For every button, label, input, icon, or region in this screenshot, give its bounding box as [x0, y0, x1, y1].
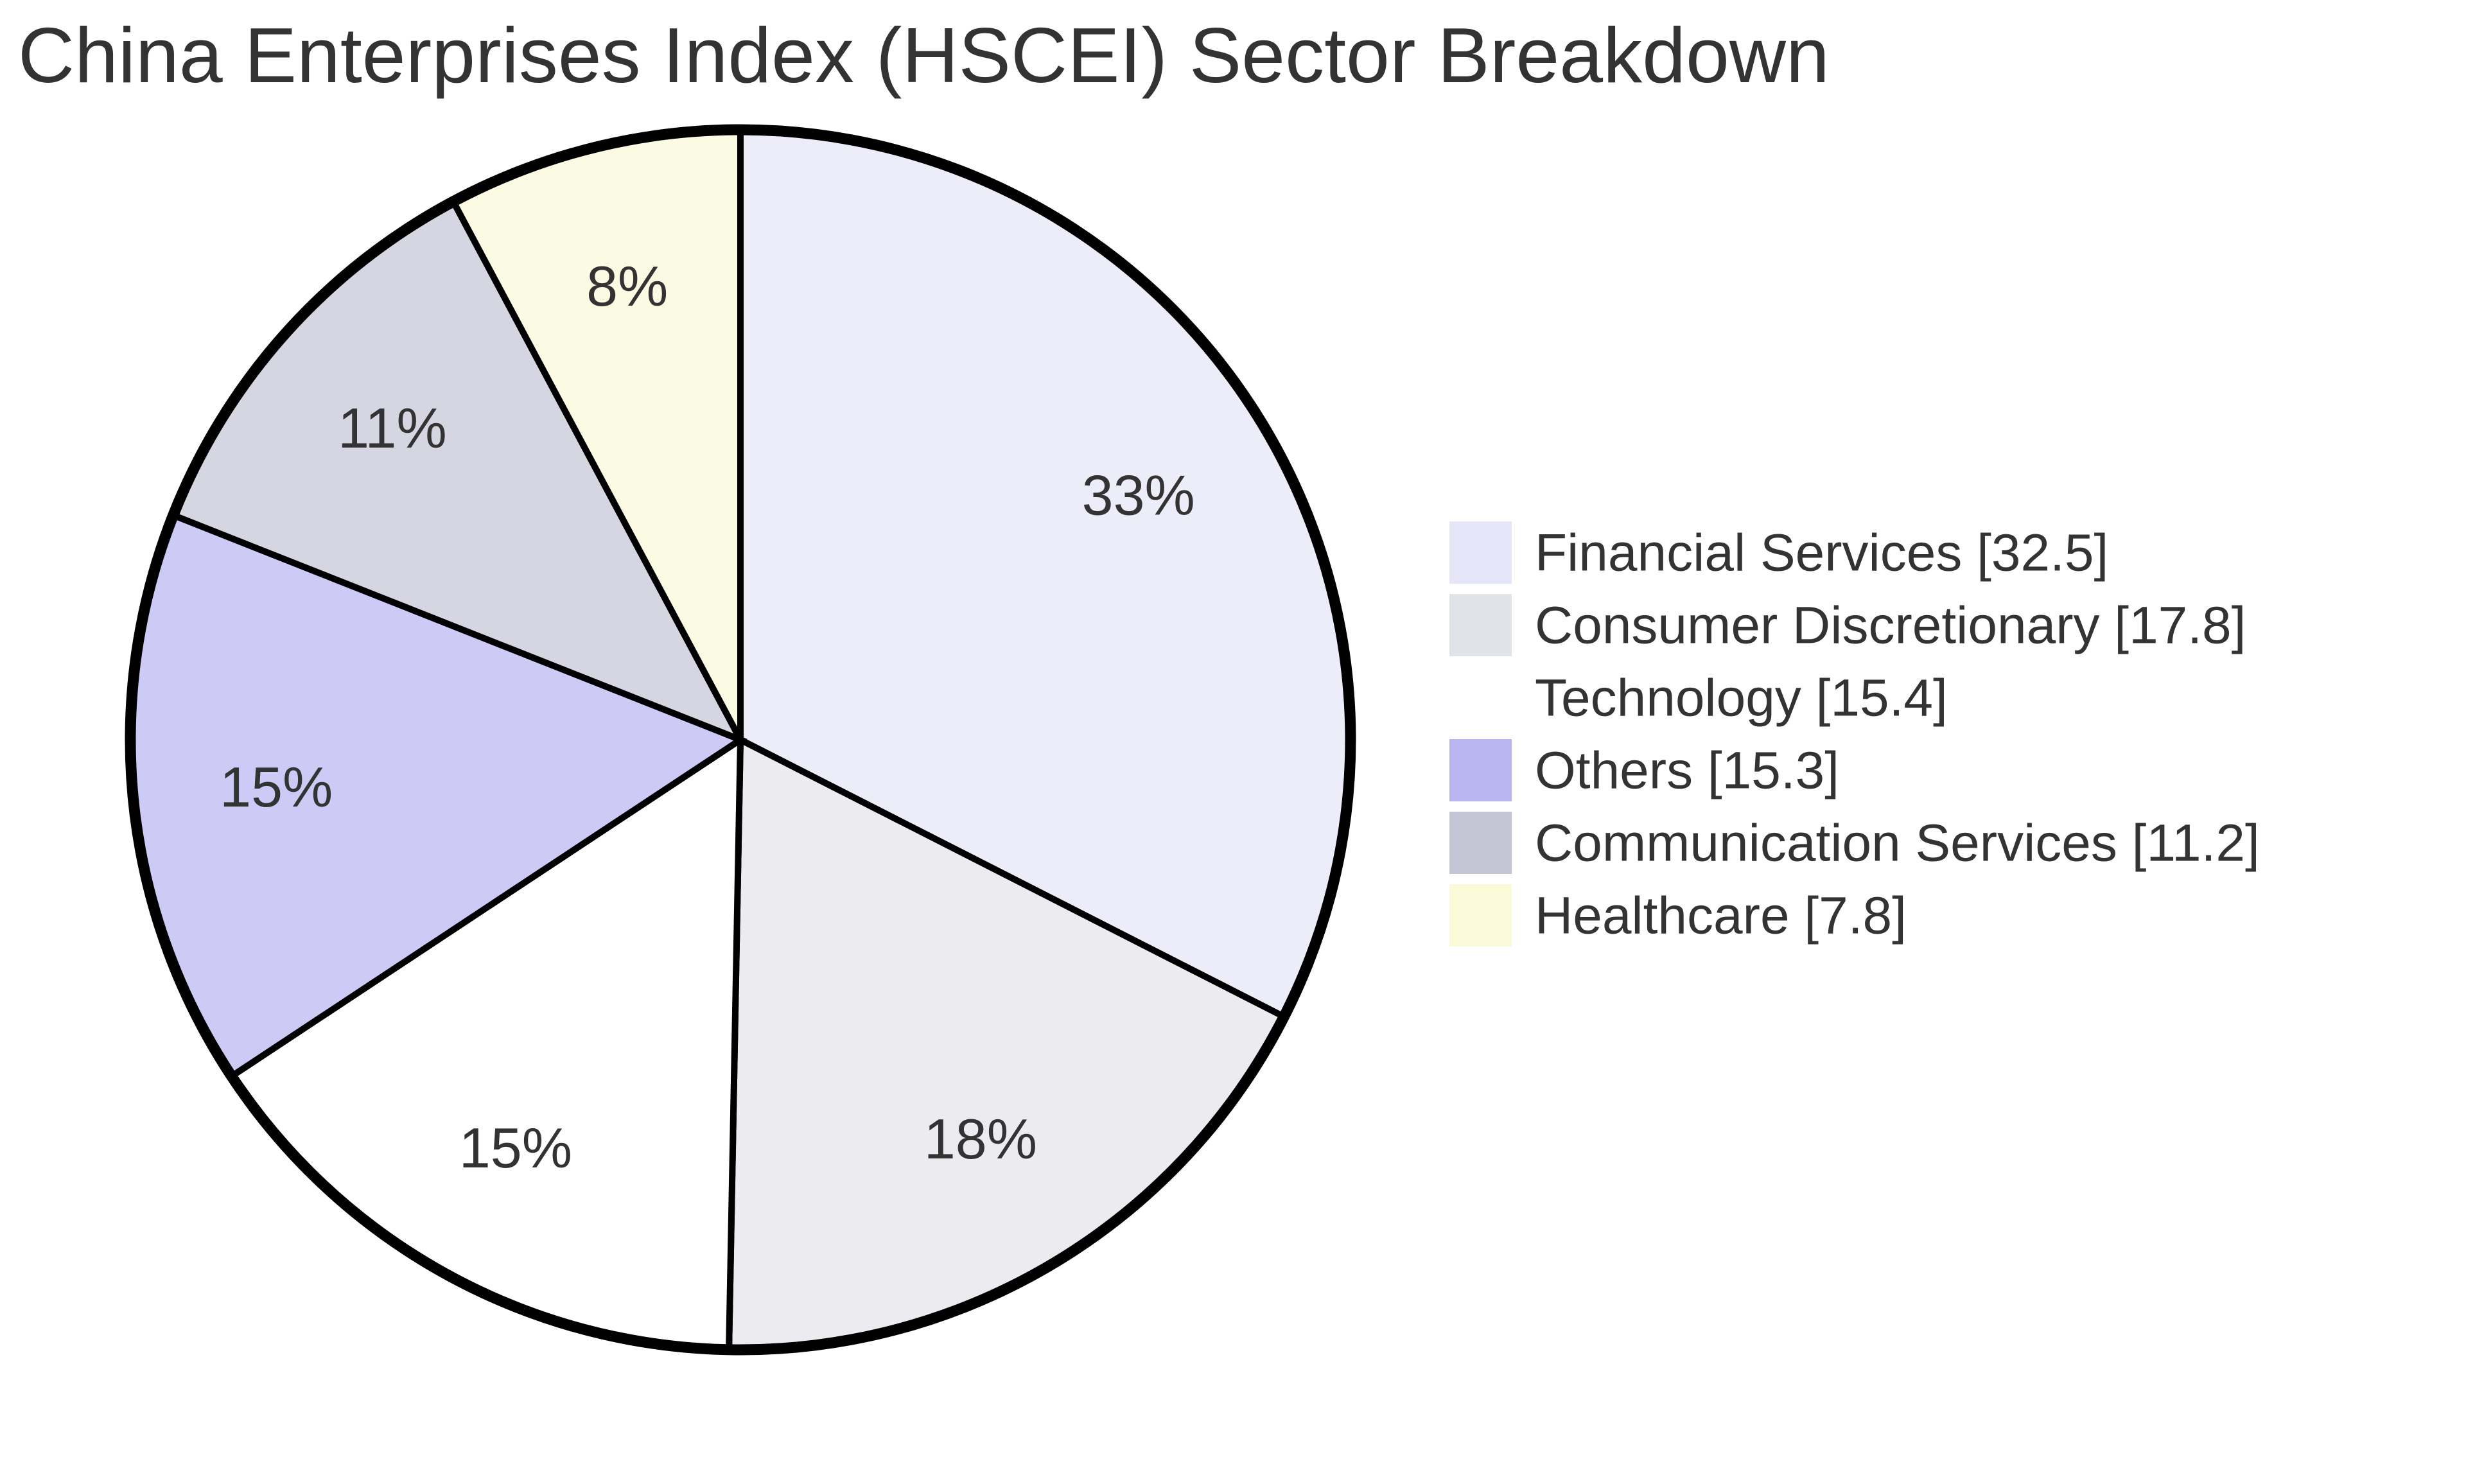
legend: Financial Services [32.5] Consumer Discre…	[1449, 521, 2260, 947]
slice-percent-label-technology: 15%	[459, 1116, 572, 1180]
pie-slices-group	[127, 126, 1354, 1353]
legend-label-consumer-discretionary: Consumer Discretionary [17.8]	[1535, 596, 2246, 654]
legend-swatch-others	[1449, 739, 1512, 801]
legend-swatch-consumer-discretionary	[1449, 594, 1512, 656]
legend-label-communication-services: Communication Services [11.2]	[1535, 814, 2260, 872]
slice-percent-label-consumer-discretionary: 18%	[924, 1107, 1037, 1171]
slice-percent-label-financial-services: 33%	[1082, 463, 1195, 527]
pie-outer-circle	[125, 124, 1356, 1356]
legend-swatch-communication-services	[1449, 812, 1512, 874]
slice-percent-label-healthcare: 8%	[586, 254, 668, 318]
slice-percent-label-others: 15%	[220, 755, 333, 819]
legend-label-financial-services: Financial Services [32.5]	[1535, 523, 2108, 582]
legend-swatch-technology	[1449, 667, 1512, 729]
legend-swatch-healthcare	[1449, 884, 1512, 947]
legend-label-technology: Technology [15.4]	[1535, 668, 1948, 727]
chart-title: China Enterprises Index (HSCEI) Sector B…	[18, 12, 1830, 99]
slice-percent-labels-group: 33% 18% 15% 15% 11% 8%	[220, 254, 1195, 1180]
legend-label-others: Others [15.3]	[1535, 741, 1839, 799]
legend-label-healthcare: Healthcare [7.8]	[1535, 886, 1907, 945]
slice-percent-label-communication-services: 11%	[338, 396, 447, 460]
legend-swatch-financial-services	[1449, 521, 1512, 584]
